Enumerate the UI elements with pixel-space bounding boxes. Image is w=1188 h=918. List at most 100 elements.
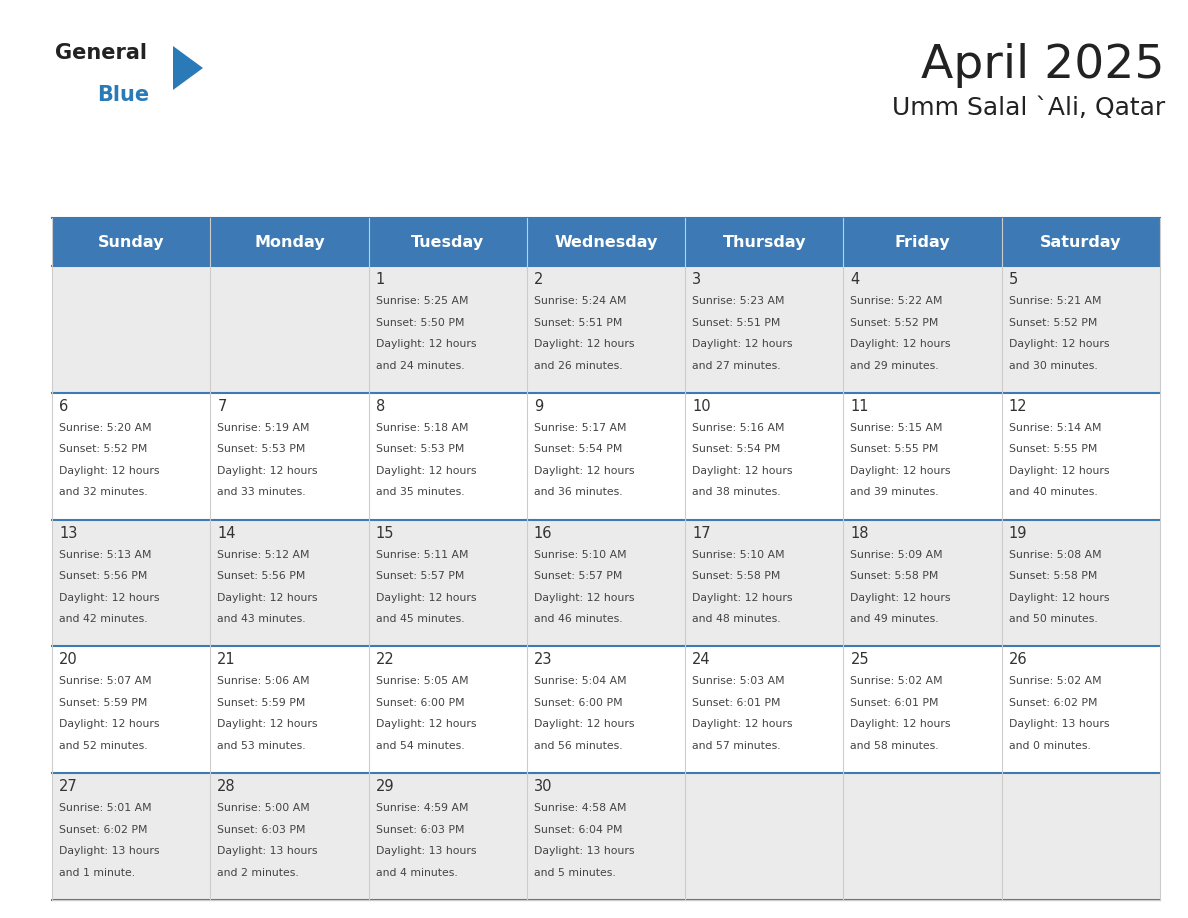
Text: Daylight: 13 hours: Daylight: 13 hours: [217, 846, 317, 856]
Text: Daylight: 12 hours: Daylight: 12 hours: [533, 720, 634, 730]
Text: Sunset: 6:01 PM: Sunset: 6:01 PM: [693, 698, 781, 708]
Bar: [685, 266, 843, 393]
Text: Sunset: 5:52 PM: Sunset: 5:52 PM: [59, 444, 147, 454]
Text: 4: 4: [851, 272, 860, 287]
Text: General: General: [55, 43, 147, 63]
Bar: [1001, 520, 1159, 646]
Text: Daylight: 12 hours: Daylight: 12 hours: [375, 593, 476, 602]
Text: Sunrise: 5:00 AM: Sunrise: 5:00 AM: [217, 803, 310, 813]
Text: and 24 minutes.: and 24 minutes.: [375, 361, 465, 371]
Text: Sunrise: 5:10 AM: Sunrise: 5:10 AM: [533, 550, 626, 560]
Bar: [526, 520, 685, 646]
Text: Daylight: 12 hours: Daylight: 12 hours: [217, 593, 317, 602]
Bar: [210, 266, 368, 393]
Text: Sunday: Sunday: [97, 234, 164, 250]
Bar: [843, 773, 1001, 900]
Text: Daylight: 12 hours: Daylight: 12 hours: [693, 339, 792, 349]
Text: Sunrise: 5:07 AM: Sunrise: 5:07 AM: [59, 677, 152, 687]
Text: Sunrise: 5:21 AM: Sunrise: 5:21 AM: [1009, 296, 1101, 306]
Text: and 39 minutes.: and 39 minutes.: [851, 487, 939, 498]
Text: and 32 minutes.: and 32 minutes.: [59, 487, 147, 498]
Text: Sunrise: 5:15 AM: Sunrise: 5:15 AM: [851, 423, 943, 432]
Text: Sunset: 5:52 PM: Sunset: 5:52 PM: [1009, 318, 1097, 328]
Text: Sunset: 5:51 PM: Sunset: 5:51 PM: [533, 318, 623, 328]
Text: 15: 15: [375, 526, 394, 541]
Text: Sunrise: 5:12 AM: Sunrise: 5:12 AM: [217, 550, 310, 560]
Text: Sunrise: 5:17 AM: Sunrise: 5:17 AM: [533, 423, 626, 432]
Text: and 36 minutes.: and 36 minutes.: [533, 487, 623, 498]
Text: Daylight: 12 hours: Daylight: 12 hours: [851, 465, 950, 476]
Text: Sunset: 6:00 PM: Sunset: 6:00 PM: [533, 698, 623, 708]
Text: and 2 minutes.: and 2 minutes.: [217, 868, 299, 878]
Text: 14: 14: [217, 526, 235, 541]
Bar: [685, 520, 843, 646]
Text: Daylight: 12 hours: Daylight: 12 hours: [375, 339, 476, 349]
Text: Sunrise: 5:23 AM: Sunrise: 5:23 AM: [693, 296, 784, 306]
Text: 20: 20: [59, 653, 77, 667]
Text: Sunrise: 5:11 AM: Sunrise: 5:11 AM: [375, 550, 468, 560]
Text: Sunrise: 5:22 AM: Sunrise: 5:22 AM: [851, 296, 943, 306]
Text: 18: 18: [851, 526, 868, 541]
Text: Daylight: 12 hours: Daylight: 12 hours: [1009, 465, 1110, 476]
Bar: [685, 646, 843, 773]
Bar: [210, 773, 368, 900]
Text: and 27 minutes.: and 27 minutes.: [693, 361, 781, 371]
Text: Sunrise: 5:05 AM: Sunrise: 5:05 AM: [375, 677, 468, 687]
Text: and 57 minutes.: and 57 minutes.: [693, 741, 781, 751]
Text: and 40 minutes.: and 40 minutes.: [1009, 487, 1098, 498]
Text: Daylight: 13 hours: Daylight: 13 hours: [375, 846, 476, 856]
Text: Sunset: 5:56 PM: Sunset: 5:56 PM: [217, 571, 305, 581]
Text: Sunrise: 4:59 AM: Sunrise: 4:59 AM: [375, 803, 468, 813]
Bar: [368, 393, 526, 520]
Text: and 26 minutes.: and 26 minutes.: [533, 361, 623, 371]
Text: and 53 minutes.: and 53 minutes.: [217, 741, 307, 751]
Text: Sunset: 5:58 PM: Sunset: 5:58 PM: [1009, 571, 1097, 581]
Text: and 30 minutes.: and 30 minutes.: [1009, 361, 1098, 371]
Text: Sunset: 6:03 PM: Sunset: 6:03 PM: [217, 824, 305, 834]
Text: Daylight: 12 hours: Daylight: 12 hours: [693, 465, 792, 476]
Bar: [843, 520, 1001, 646]
Text: Sunrise: 5:13 AM: Sunrise: 5:13 AM: [59, 550, 152, 560]
Text: Sunrise: 5:10 AM: Sunrise: 5:10 AM: [693, 550, 785, 560]
Text: 9: 9: [533, 398, 543, 414]
Bar: [52, 218, 210, 266]
Text: 12: 12: [1009, 398, 1028, 414]
Text: 6: 6: [59, 398, 68, 414]
Text: Sunrise: 5:08 AM: Sunrise: 5:08 AM: [1009, 550, 1101, 560]
Text: Umm Salal `Ali, Qatar: Umm Salal `Ali, Qatar: [892, 96, 1165, 120]
Bar: [368, 773, 526, 900]
Bar: [526, 646, 685, 773]
Text: Sunset: 5:54 PM: Sunset: 5:54 PM: [533, 444, 623, 454]
Text: Sunset: 5:51 PM: Sunset: 5:51 PM: [693, 318, 781, 328]
Text: Daylight: 12 hours: Daylight: 12 hours: [851, 339, 950, 349]
Text: 11: 11: [851, 398, 868, 414]
Bar: [1001, 646, 1159, 773]
Bar: [526, 218, 685, 266]
Text: Sunset: 5:53 PM: Sunset: 5:53 PM: [375, 444, 465, 454]
Text: and 5 minutes.: and 5 minutes.: [533, 868, 615, 878]
Text: 30: 30: [533, 779, 552, 794]
Text: 29: 29: [375, 779, 394, 794]
Bar: [843, 646, 1001, 773]
Text: Sunset: 5:54 PM: Sunset: 5:54 PM: [693, 444, 781, 454]
Text: 24: 24: [693, 653, 710, 667]
Text: 2: 2: [533, 272, 543, 287]
Bar: [526, 393, 685, 520]
Text: Sunset: 5:58 PM: Sunset: 5:58 PM: [851, 571, 939, 581]
Text: Sunrise: 5:25 AM: Sunrise: 5:25 AM: [375, 296, 468, 306]
Text: Sunrise: 5:18 AM: Sunrise: 5:18 AM: [375, 423, 468, 432]
Text: Sunset: 5:56 PM: Sunset: 5:56 PM: [59, 571, 147, 581]
Text: and 4 minutes.: and 4 minutes.: [375, 868, 457, 878]
Text: Sunset: 5:59 PM: Sunset: 5:59 PM: [217, 698, 305, 708]
Text: Sunset: 6:04 PM: Sunset: 6:04 PM: [533, 824, 623, 834]
Bar: [210, 218, 368, 266]
Text: 3: 3: [693, 272, 701, 287]
Text: Sunset: 6:02 PM: Sunset: 6:02 PM: [1009, 698, 1098, 708]
Text: and 29 minutes.: and 29 minutes.: [851, 361, 939, 371]
Text: 22: 22: [375, 653, 394, 667]
Text: and 43 minutes.: and 43 minutes.: [217, 614, 307, 624]
Bar: [685, 393, 843, 520]
Text: Sunset: 6:02 PM: Sunset: 6:02 PM: [59, 824, 147, 834]
Text: April 2025: April 2025: [922, 43, 1165, 88]
Bar: [843, 393, 1001, 520]
